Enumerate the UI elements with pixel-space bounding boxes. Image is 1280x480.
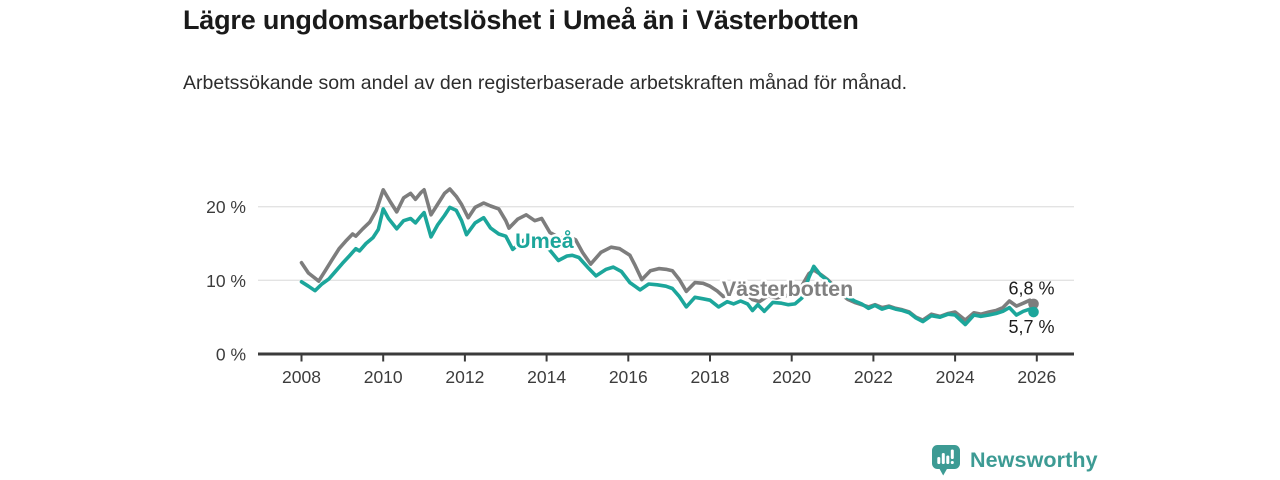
series-line-umeå (299, 205, 1036, 327)
y-tick-label: 20 % (206, 197, 246, 217)
end-value-label-västerbotten: 6,8 % (1009, 278, 1055, 298)
series-label-umeå: Umeå (515, 229, 575, 253)
chart-subtitle: Arbetssökande som andel av den registerb… (183, 72, 908, 94)
x-tick-label: 2020 (772, 367, 811, 387)
newsworthy-logo-icon (932, 445, 960, 476)
x-tick-label: 2024 (936, 367, 975, 387)
x-tick-label: 2008 (282, 367, 321, 387)
series-line-västerbotten (299, 187, 1036, 322)
page-title: Lägre ungdomsarbetslöshet i Umeå än i Vä… (183, 5, 859, 35)
series-label-västerbotten: Västerbotten (722, 277, 853, 301)
newsworthy-brand-text: Newsworthy (970, 448, 1098, 472)
x-tick-label: 2010 (364, 367, 403, 387)
series-end-dot-umeå (1028, 306, 1039, 318)
x-tick-label: 2016 (609, 367, 648, 387)
y-tick-label: 0 % (216, 345, 246, 365)
series-end-dot-västerbotten (1028, 298, 1039, 310)
x-tick-label: 2014 (527, 367, 566, 387)
end-value-label-umeå: 5,7 % (1009, 317, 1055, 337)
x-tick-label: 2022 (854, 367, 893, 387)
y-tick-label: 10 % (206, 271, 246, 291)
newsworthy-attribution: Newsworthy (931, 444, 1098, 477)
x-tick-label: 2018 (691, 367, 730, 387)
x-tick-label: 2012 (445, 367, 484, 387)
x-tick-label: 2026 (1017, 367, 1056, 387)
